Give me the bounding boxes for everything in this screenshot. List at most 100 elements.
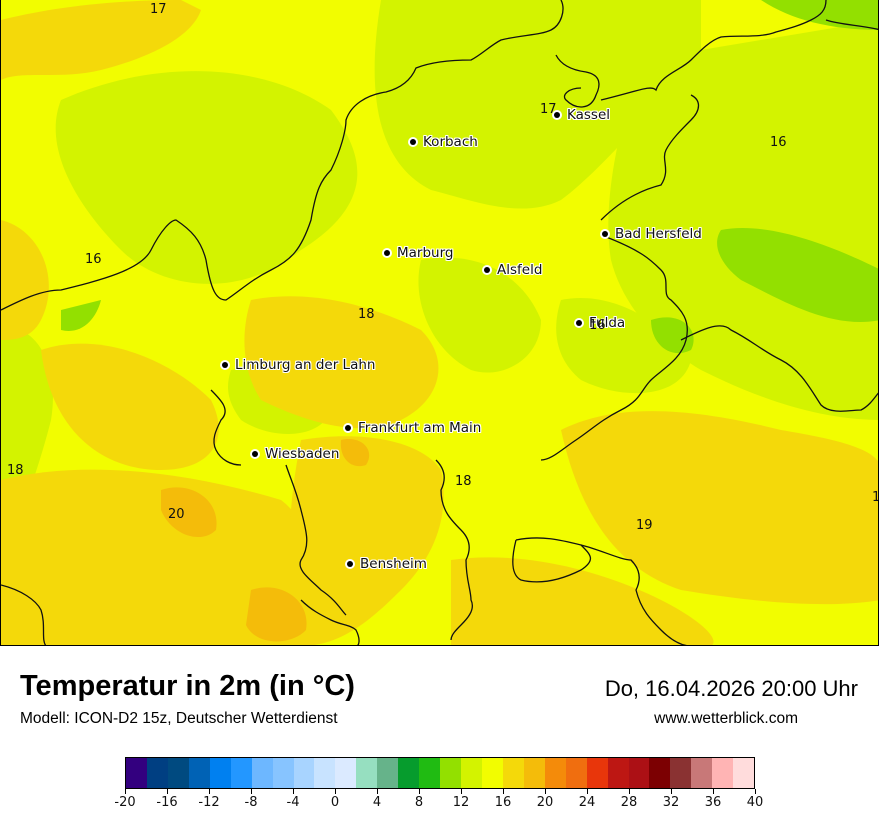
- legend-tick-mark: [460, 789, 462, 794]
- legend-tick-mark: [292, 789, 294, 794]
- city-name: Fulda: [589, 315, 626, 331]
- legend-tick-mark: [670, 789, 672, 794]
- legend-tick-mark: [754, 789, 756, 794]
- legend-tick-label: 40: [746, 795, 764, 810]
- city-marker-icon: [345, 425, 351, 431]
- legend-swatch: [607, 758, 629, 788]
- city-name: Frankfurt am Main: [358, 420, 482, 436]
- city-korbach: Korbach: [410, 134, 478, 150]
- city-name: Kassel: [567, 107, 611, 123]
- legend-tick-label: 28: [620, 795, 638, 810]
- legend-swatch: [565, 758, 587, 788]
- city-name: Bad Hersfeld: [615, 226, 702, 242]
- legend-tick-mark: [376, 789, 378, 794]
- legend-tick-mark: [166, 789, 168, 794]
- legend-tick-mark: [418, 789, 420, 794]
- legend-tick-label: -8: [244, 795, 258, 810]
- legend-swatch: [586, 758, 608, 788]
- legend-tick-mark: [502, 789, 504, 794]
- legend-swatch: [419, 758, 441, 788]
- temperature-field: [1, 0, 878, 645]
- legend-swatch: [356, 758, 378, 788]
- legend-swatch: [314, 758, 336, 788]
- legend-tick-mark: [124, 789, 126, 794]
- legend-tick-mark: [250, 789, 252, 794]
- city-marker-icon: [222, 362, 228, 368]
- city-marker-icon: [410, 139, 416, 145]
- legend-swatch: [209, 758, 231, 788]
- legend-swatch: [146, 758, 168, 788]
- legend-swatch: [649, 758, 671, 788]
- legend-swatch: [544, 758, 566, 788]
- legend-swatch: [167, 758, 189, 788]
- legend-swatch: [251, 758, 273, 788]
- color-legend-ticks: -20 -16 -12 -8 -4 0 4 8 12 16 20 24 28 32 36 40: [114, 789, 763, 819]
- contour-label: 17: [150, 2, 167, 17]
- legend-tick-label: -16: [156, 795, 178, 810]
- legend-tick-label: 20: [536, 795, 554, 810]
- legend-swatch: [377, 758, 399, 788]
- legend-tick-label: 24: [578, 795, 596, 810]
- city-bensheim: Bensheim: [347, 556, 427, 572]
- contour-label: 16: [85, 252, 102, 267]
- city-marker-icon: [252, 451, 258, 457]
- city-name: Limburg an der Lahn: [235, 357, 376, 373]
- legend-tick-mark: [712, 789, 714, 794]
- model-subtitle: Modell: ICON-D2 15z, Deutscher Wetterdie…: [20, 710, 338, 727]
- legend-swatch: [272, 758, 294, 788]
- legend-tick-mark: [586, 789, 588, 794]
- legend-tick-label: 8: [414, 795, 424, 810]
- city-name: Korbach: [423, 134, 478, 150]
- city-marburg: Marburg: [384, 245, 453, 261]
- legend-swatch: [670, 758, 692, 788]
- contour-label: 16: [589, 318, 606, 333]
- city-name: Alsfeld: [497, 262, 543, 278]
- contour-label: 17: [540, 102, 557, 117]
- legend-swatch: [335, 758, 357, 788]
- temperature-map: Kassel Korbach Bad Hersfeld Marburg Alsf…: [0, 0, 879, 646]
- legend-swatch: [293, 758, 315, 788]
- contour-label: 16: [770, 135, 787, 150]
- city-marker-icon: [347, 561, 353, 567]
- contour-label: 19: [636, 518, 653, 533]
- legend-tick-label: -12: [198, 795, 220, 810]
- legend-swatch: [502, 758, 524, 788]
- website-link: www.wetterblick.com: [654, 710, 798, 727]
- legend-swatch: [712, 758, 734, 788]
- city-name: Wiesbaden: [265, 446, 340, 462]
- contour-label: 18: [455, 474, 472, 489]
- city-wiesbaden: Wiesbaden: [252, 446, 339, 462]
- legend-tick-label: 4: [372, 795, 382, 810]
- city-marker-icon: [602, 231, 608, 237]
- legend-swatch: [230, 758, 252, 788]
- city-marker-icon: [554, 112, 560, 118]
- legend-tick-label: 0: [330, 795, 340, 810]
- legend-tick-label: 32: [662, 795, 680, 810]
- legend-tick-label: 12: [452, 795, 470, 810]
- forecast-datetime: Do, 16.04.2026 20:00 Uhr: [604, 676, 858, 701]
- city-fulda: Fulda: [576, 315, 625, 331]
- city-alsfeld: Alsfeld: [484, 262, 542, 278]
- contour-label: 18: [358, 307, 375, 322]
- city-name: Marburg: [397, 245, 454, 261]
- city-name: Bensheim: [360, 556, 427, 572]
- contour-label: 20: [168, 507, 185, 522]
- legend-tick-label: 16: [494, 795, 512, 810]
- legend-tick-mark: [628, 789, 630, 794]
- contour-label: 18: [7, 463, 24, 478]
- legend-tick-mark: [544, 789, 546, 794]
- city-frankfurt: Frankfurt am Main: [345, 420, 481, 436]
- city-limburg: Limburg an der Lahn: [222, 357, 375, 373]
- city-marker-icon: [484, 267, 490, 273]
- city-bad-hersfeld: Bad Hersfeld: [602, 226, 702, 242]
- legend-swatch: [461, 758, 482, 788]
- legend-tick-label: 36: [704, 795, 722, 810]
- legend-tick-label: -20: [114, 795, 136, 810]
- city-marker-icon: [576, 320, 582, 326]
- city-marker-icon: [384, 250, 390, 256]
- legend-tick-mark: [334, 789, 336, 794]
- color-legend-bar: [125, 757, 755, 789]
- legend-swatch: [733, 758, 755, 788]
- legend-tick-label: -4: [286, 795, 300, 810]
- legend-swatch: [481, 758, 503, 788]
